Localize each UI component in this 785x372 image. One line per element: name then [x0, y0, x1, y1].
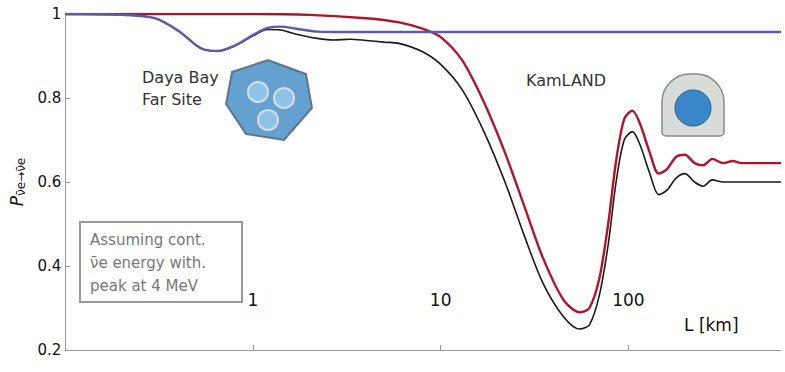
- svg-text:Assuming cont.: Assuming cont.: [90, 231, 206, 249]
- svg-text:0.8: 0.8: [37, 89, 61, 107]
- svg-text:L [km]: L [km]: [684, 315, 739, 335]
- svg-text:ν̄e→ν̄e: ν̄e→ν̄e: [14, 158, 28, 196]
- svg-text:0.2: 0.2: [37, 341, 61, 359]
- svg-text:10: 10: [430, 290, 452, 310]
- svg-text:0.4: 0.4: [37, 257, 61, 275]
- svg-text:peak at 4 MeV: peak at 4 MeV: [90, 277, 199, 295]
- svg-text:1: 1: [52, 5, 62, 23]
- svg-text:P: P: [6, 196, 27, 207]
- svg-text:KamLAND: KamLAND: [526, 71, 606, 90]
- svg-text:0.6: 0.6: [37, 173, 61, 191]
- svg-text:1: 1: [248, 290, 259, 310]
- svg-text:100: 100: [612, 290, 644, 310]
- svg-text:Far Site: Far Site: [142, 90, 202, 109]
- svg-text:Daya Bay: Daya Bay: [142, 68, 219, 87]
- svg-text:ν̄e energy with.: ν̄e energy with.: [90, 254, 206, 272]
